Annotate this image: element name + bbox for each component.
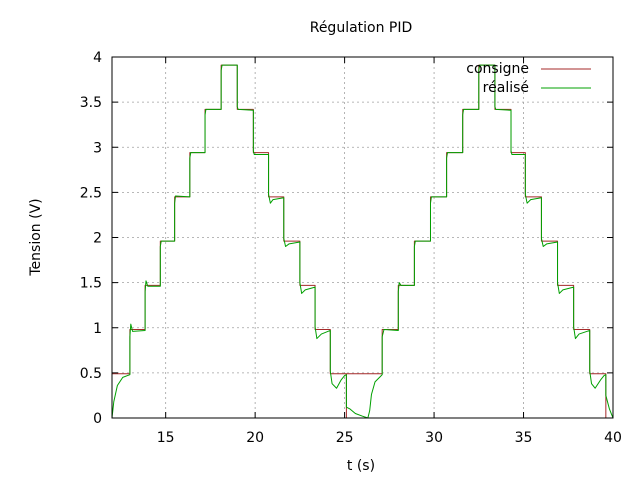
series-layer: [111, 64, 614, 419]
y-tick-label-5: 2.5: [80, 185, 102, 201]
x-axis-label: t (s): [347, 458, 375, 474]
y-tick-label-2: 1: [93, 321, 102, 337]
legend-label-consigne: consigne: [466, 61, 529, 77]
chart-title: Régulation PID: [310, 20, 413, 36]
y-tick-label-1: 0.5: [80, 366, 102, 382]
y-tick-label-3: 1.5: [80, 276, 102, 292]
legend-label-realise: réalisé: [483, 80, 529, 96]
series-line-0: [112, 64, 613, 419]
x-tick-label-1: 20: [246, 430, 264, 446]
y-tick-label-6: 3: [93, 140, 102, 156]
x-tick-label-2: 25: [336, 430, 354, 446]
x-tick-label-0: 15: [157, 430, 175, 446]
ticks: [112, 56, 614, 419]
x-tick-label-5: 40: [604, 430, 622, 446]
grid: [112, 57, 613, 418]
x-tick-labels: 15 20 25 30 35 40: [157, 430, 622, 446]
y-tick-label-4: 2: [93, 231, 102, 247]
legend: consigne réalisé: [466, 61, 591, 96]
x-tick-label-3: 30: [425, 430, 443, 446]
y-tick-label-0: 0: [93, 411, 102, 427]
y-tick-label-7: 3.5: [80, 95, 102, 111]
series-line-1: [111, 64, 614, 419]
y-tick-label-8: 4: [93, 50, 102, 66]
y-tick-labels: 0 0.5 1 1.5 2 2.5 3 3.5 4: [80, 50, 102, 427]
y-axis-label: Tension (V): [28, 198, 44, 276]
x-tick-label-4: 35: [515, 430, 533, 446]
